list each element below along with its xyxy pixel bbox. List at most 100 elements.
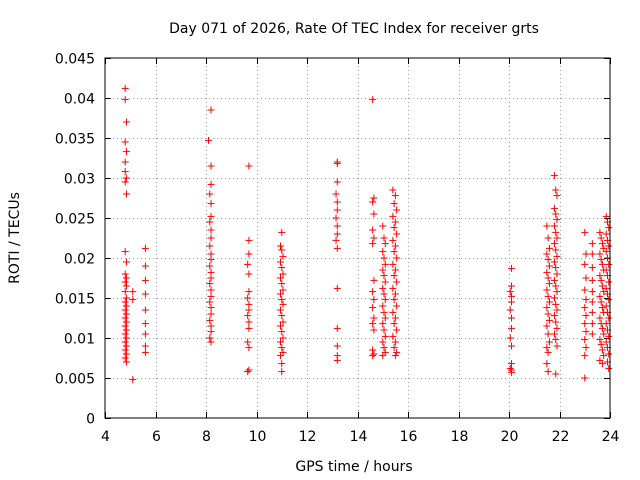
data-point [370, 276, 378, 284]
data-point [602, 338, 610, 346]
data-point [543, 322, 551, 330]
data-point [333, 230, 341, 238]
data-point [205, 136, 213, 144]
data-point [141, 330, 149, 338]
data-point [279, 252, 287, 260]
data-point [552, 228, 560, 236]
data-point [121, 288, 129, 296]
data-point [245, 344, 253, 352]
data-point [278, 228, 286, 236]
data-point [550, 204, 558, 212]
data-point [602, 320, 610, 328]
data-point [141, 276, 149, 284]
data-point [553, 306, 561, 314]
data-point [552, 186, 560, 194]
data-point [278, 264, 286, 272]
data-point [605, 350, 613, 358]
data-point [508, 342, 516, 350]
data-point [278, 296, 286, 304]
x-tick-label: 8 [202, 429, 211, 445]
data-point [278, 360, 286, 368]
data-point [245, 318, 253, 326]
data-point [506, 306, 514, 314]
data-point [121, 138, 129, 146]
data-point [276, 322, 284, 330]
data-point [276, 352, 284, 360]
data-point [605, 242, 613, 250]
data-point [543, 286, 551, 294]
y-tick-label: 0.04 [64, 92, 95, 108]
data-point [588, 308, 596, 316]
data-point [121, 168, 129, 176]
data-point [544, 368, 552, 376]
data-point [390, 200, 398, 208]
data-point [605, 260, 613, 268]
x-tick-label: 22 [552, 429, 570, 445]
data-point [278, 328, 286, 336]
data-point [553, 342, 561, 350]
data-point [597, 298, 605, 306]
data-point [276, 274, 284, 282]
data-point [390, 344, 398, 352]
data-point [588, 264, 596, 272]
data-point [581, 320, 589, 328]
data-point [389, 212, 397, 220]
data-point [597, 276, 605, 284]
data-point [122, 318, 130, 326]
data-point [369, 96, 377, 104]
data-point [379, 266, 387, 274]
data-point [389, 186, 397, 194]
data-point [508, 282, 516, 290]
data-point [545, 280, 553, 288]
data-point [121, 298, 129, 306]
data-point [379, 248, 387, 256]
data-point [207, 180, 215, 188]
y-axis-label: ROTI / TECUs [7, 192, 23, 284]
data-point [581, 374, 589, 382]
data-point [379, 320, 387, 328]
x-tick-label: 14 [350, 429, 368, 445]
y-tick-label: 0.02 [64, 252, 95, 268]
data-point [122, 282, 130, 290]
data-point [545, 338, 553, 346]
data-point [121, 248, 129, 256]
data-point [588, 320, 596, 328]
data-point [369, 304, 377, 312]
data-point [279, 270, 287, 278]
data-point [207, 292, 215, 300]
data-point [122, 274, 130, 282]
data-point [244, 312, 252, 320]
data-point [544, 292, 552, 300]
data-point [596, 314, 604, 322]
data-point [596, 228, 604, 236]
data-point [245, 306, 253, 314]
data-point [389, 284, 397, 292]
data-point [141, 290, 149, 298]
data-point [332, 190, 340, 198]
data-point [278, 368, 286, 376]
data-point [333, 244, 341, 252]
data-point [389, 308, 397, 316]
data-point [333, 284, 341, 292]
data-point [552, 246, 560, 254]
data-point [380, 326, 388, 334]
data-point [207, 200, 215, 208]
data-point [370, 314, 378, 322]
data-point [543, 222, 551, 230]
data-point [390, 320, 398, 328]
data-point [582, 312, 590, 320]
data-point [206, 190, 214, 198]
data-point [207, 286, 215, 294]
data-point [333, 178, 341, 186]
data-point [600, 352, 608, 360]
data-point [379, 352, 387, 360]
data-point [393, 348, 401, 356]
data-point [550, 276, 558, 284]
data-point [121, 354, 129, 362]
data-point [391, 290, 399, 298]
data-point [381, 296, 389, 304]
data-point [276, 338, 284, 346]
data-point [121, 330, 129, 338]
data-point [543, 344, 551, 352]
data-point [122, 358, 130, 366]
